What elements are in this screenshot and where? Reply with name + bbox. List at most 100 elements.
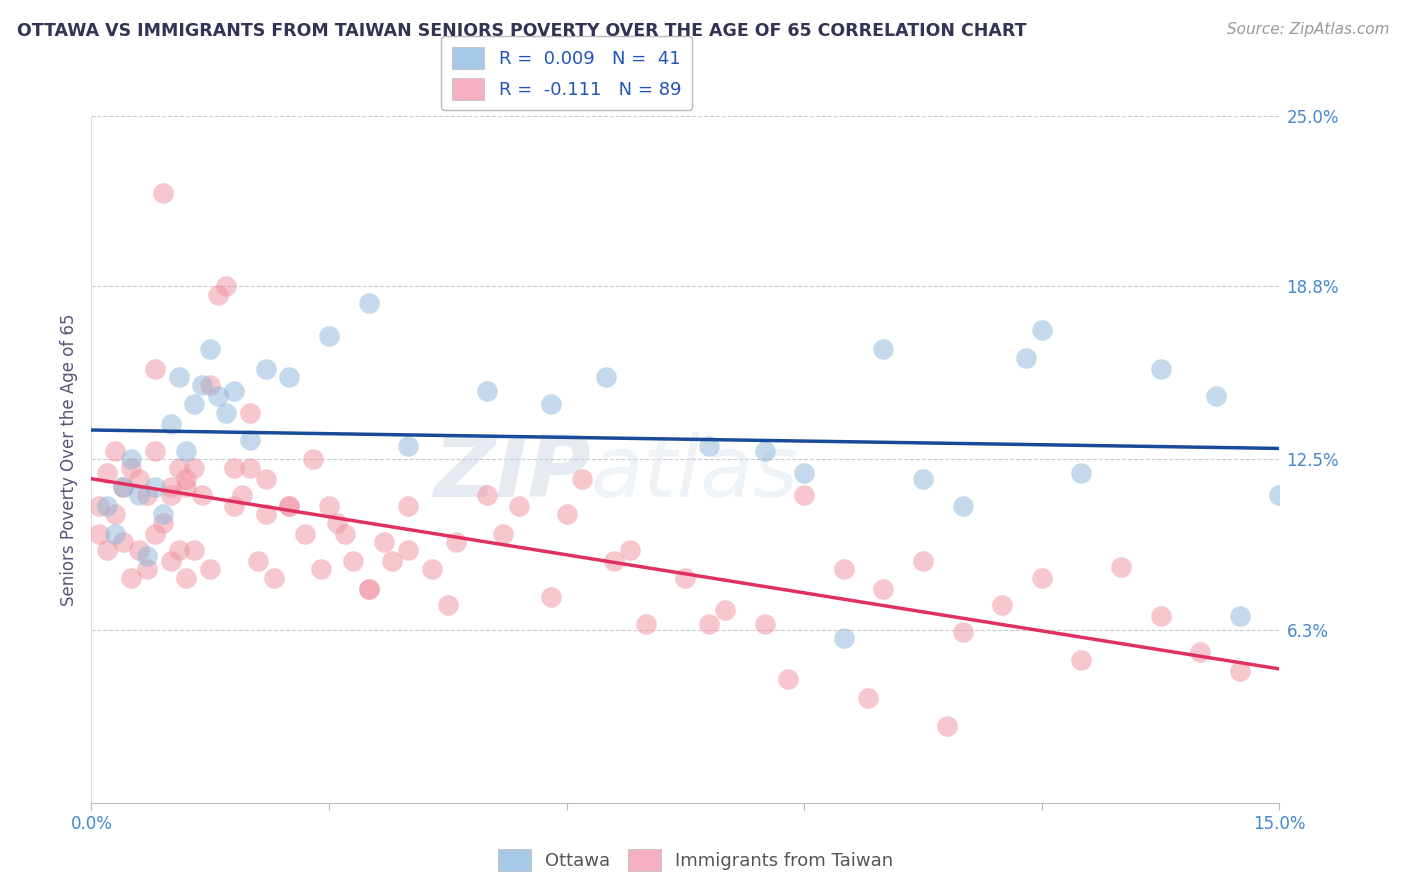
Point [754,617,776,632]
Point [1070,653,1092,667]
Point [239,460,262,475]
Point [176,444,198,458]
Point [167,543,190,558]
Point [207,287,229,301]
Point [294,526,316,541]
Point [540,590,562,604]
Point [326,516,349,530]
Point [183,460,205,475]
Point [143,526,166,541]
Point [246,554,269,568]
Point [603,554,626,568]
Point [120,570,142,584]
Point [697,617,720,632]
Point [143,444,166,458]
Point [112,480,135,494]
Point [254,472,277,486]
Text: OTTAWA VS IMMIGRANTS FROM TAIWAN SENIORS POVERTY OVER THE AGE OF 65 CORRELATION : OTTAWA VS IMMIGRANTS FROM TAIWAN SENIORS… [17,22,1026,40]
Point [1031,570,1053,584]
Point [872,582,894,596]
Point [1031,323,1053,337]
Point [176,472,198,486]
Point [200,562,222,576]
Point [1205,389,1227,403]
Point [1268,488,1291,502]
Point [104,508,127,522]
Point [555,508,578,522]
Point [309,562,332,576]
Point [714,603,737,617]
Point [1070,466,1092,480]
Point [477,488,499,502]
Point [1150,361,1173,376]
Point [381,554,404,568]
Point [935,719,957,733]
Point [1150,609,1173,624]
Point [342,554,364,568]
Point [357,295,380,310]
Point [135,562,157,576]
Point [1109,559,1132,574]
Point [96,543,118,558]
Point [540,397,562,411]
Point [436,598,458,612]
Legend: Ottawa, Immigrants from Taiwan: Ottawa, Immigrants from Taiwan [491,842,901,879]
Point [793,466,815,480]
Point [832,562,855,576]
Point [571,472,593,486]
Point [373,534,395,549]
Point [952,625,974,640]
Point [96,499,118,513]
Point [152,186,174,200]
Point [318,499,340,513]
Point [278,499,301,513]
Point [239,433,262,447]
Point [128,488,150,502]
Point [222,499,245,513]
Point [128,543,150,558]
Point [120,460,142,475]
Text: ZIP: ZIP [433,432,591,515]
Point [634,617,657,632]
Point [832,631,855,645]
Point [697,439,720,453]
Point [318,328,340,343]
Point [1229,609,1251,624]
Point [96,466,118,480]
Point [104,526,127,541]
Point [104,444,127,458]
Point [278,370,301,384]
Point [357,582,380,596]
Point [778,672,800,686]
Point [222,460,245,475]
Point [444,534,467,549]
Point [396,543,419,558]
Point [302,452,325,467]
Point [619,543,641,558]
Point [357,582,380,596]
Point [1189,645,1212,659]
Text: atlas: atlas [591,432,799,515]
Point [1015,351,1038,365]
Point [89,526,111,541]
Point [508,499,530,513]
Point [278,499,301,513]
Point [1229,664,1251,678]
Point [176,570,198,584]
Point [420,562,443,576]
Point [200,378,222,392]
Point [200,343,222,357]
Point [112,534,135,549]
Point [183,397,205,411]
Legend: R =  0.009   N =  41, R =  -0.111   N = 89: R = 0.009 N = 41, R = -0.111 N = 89 [441,36,692,111]
Point [595,370,617,384]
Point [673,570,696,584]
Point [231,488,253,502]
Point [128,472,150,486]
Point [183,543,205,558]
Point [872,343,894,357]
Point [911,554,934,568]
Point [89,499,111,513]
Point [254,361,277,376]
Point [856,691,879,706]
